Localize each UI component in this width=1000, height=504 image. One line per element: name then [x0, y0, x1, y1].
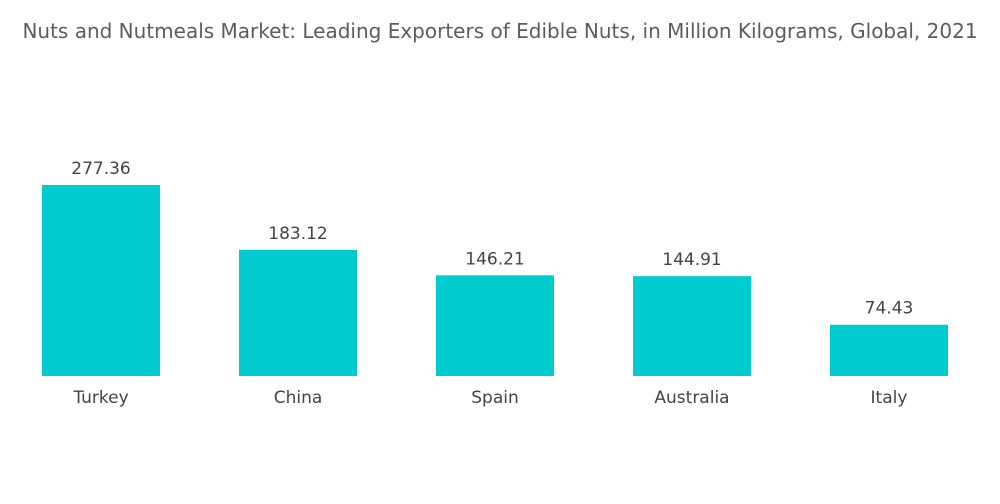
- bar-spain: [436, 275, 554, 376]
- bar-australia: [633, 276, 751, 376]
- data-label-italy: 74.43: [865, 299, 914, 319]
- data-label-turkey: 277.36: [71, 159, 130, 179]
- x-tick-label-australia: Australia: [654, 388, 729, 408]
- x-tick-label-china: China: [274, 388, 323, 408]
- data-label-australia: 144.91: [662, 250, 721, 270]
- data-label-china: 183.12: [268, 224, 327, 244]
- bar-turkey: [42, 185, 160, 376]
- x-tick-label-spain: Spain: [471, 388, 519, 408]
- chart-title: Nuts and Nutmeals Market: Leading Export…: [22, 19, 978, 43]
- bar-china: [239, 249, 357, 376]
- x-tick-label-italy: Italy: [871, 388, 908, 408]
- data-label-spain: 146.21: [465, 249, 524, 269]
- x-tick-label-turkey: Turkey: [72, 388, 128, 408]
- bar-italy: [830, 324, 948, 376]
